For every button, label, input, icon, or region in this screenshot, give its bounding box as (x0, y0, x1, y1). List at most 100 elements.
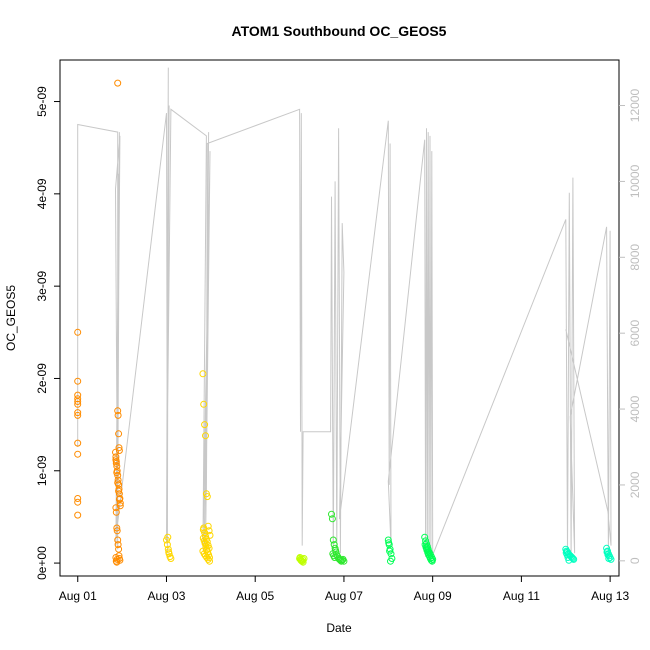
data-point (112, 456, 120, 464)
altitude-line-layer (77, 67, 612, 558)
data-point (164, 545, 172, 553)
data-point (115, 444, 123, 452)
data-point (113, 558, 121, 566)
data-point (340, 557, 348, 565)
data-point (204, 555, 212, 563)
data-point (427, 556, 435, 564)
data-point (165, 548, 173, 556)
data-point (202, 490, 210, 498)
x-tick-label: Aug 01 (59, 589, 97, 603)
data-point (206, 557, 213, 565)
data-point (114, 541, 122, 549)
data-point (337, 557, 345, 565)
data-point (112, 508, 120, 516)
data-point (328, 515, 336, 523)
data-point (113, 555, 121, 563)
data-point (115, 447, 123, 454)
data-point (384, 536, 392, 544)
data-point (199, 526, 207, 534)
data-point (164, 533, 172, 541)
data-point (386, 547, 394, 555)
data-point (163, 541, 171, 549)
data-point (299, 558, 307, 566)
data-point (74, 511, 82, 519)
data-point (74, 439, 82, 447)
x-tick-label: Aug 09 (414, 589, 452, 603)
data-point (202, 432, 209, 440)
data-point (385, 539, 393, 547)
altitude-series-line (77, 67, 612, 558)
y-tick-label: 1e-09 (35, 455, 49, 486)
data-point (332, 546, 339, 554)
y-tick-label: 0e+00 (35, 546, 49, 580)
data-point (604, 551, 612, 559)
data-point (115, 430, 123, 438)
data-point (201, 539, 209, 547)
y-axis-left: 0e+00 1e-09 2e-09 3e-09 4e-09 5e-09 (35, 86, 60, 580)
data-point (426, 550, 434, 558)
data-point (74, 498, 82, 506)
x-axis: Aug 01 Aug 03 Aug 05 Aug 07 Aug 09 Aug 11 Aug … (59, 575, 629, 603)
data-point (74, 450, 82, 458)
y-tick-label: 5e-09 (35, 86, 49, 117)
data-point (74, 409, 82, 417)
y-right-tick-label: 2000 (628, 471, 642, 498)
data-point (114, 411, 122, 419)
data-point (114, 536, 122, 544)
data-point (74, 398, 82, 405)
data-point (299, 555, 307, 563)
data-point (74, 400, 82, 408)
data-point (112, 459, 120, 467)
data-point (114, 407, 122, 415)
data-point (387, 557, 394, 565)
data-point (74, 328, 82, 336)
data-point (331, 554, 339, 561)
data-point (200, 400, 208, 408)
x-tick-label: Aug 07 (325, 589, 363, 603)
data-point (74, 495, 82, 502)
data-point (112, 453, 120, 461)
y-right-tick-label: 6000 (628, 320, 642, 347)
x-tick-label: Aug 13 (591, 589, 629, 603)
data-point (204, 522, 212, 530)
x-tick-label: Aug 11 (503, 589, 540, 603)
data-point (114, 476, 122, 484)
y-tick-label: 4e-09 (35, 178, 49, 209)
data-point (199, 370, 207, 378)
data-point (201, 421, 209, 429)
data-point (116, 502, 124, 510)
data-point (202, 546, 210, 554)
data-point (115, 545, 123, 553)
data-point (112, 504, 120, 512)
data-point (206, 554, 213, 561)
x-tick-label: Aug 05 (236, 589, 274, 603)
data-point (329, 536, 337, 544)
y-right-tick-label: 0 (628, 557, 642, 564)
y-tick-label: 3e-09 (35, 270, 49, 301)
data-point (113, 524, 121, 532)
data-point (206, 531, 214, 539)
data-point (74, 411, 82, 419)
data-point (116, 499, 124, 507)
chart-title: ATOM1 Southbound OC_GEOS5 (232, 23, 447, 39)
data-point (167, 555, 175, 562)
x-axis-label: Date (326, 621, 352, 635)
x-tick-label: Aug 03 (147, 589, 185, 603)
data-point (112, 448, 119, 456)
data-point (605, 555, 613, 562)
y-right-tick-label: 12000 (628, 89, 642, 123)
data-point (115, 495, 123, 503)
data-point (328, 510, 335, 518)
data-point (203, 493, 211, 501)
y-right-tick-label: 10000 (628, 164, 642, 198)
data-point (114, 79, 122, 87)
data-point (113, 469, 121, 477)
y-right-tick-label: 8000 (628, 244, 642, 271)
points-layer (74, 79, 615, 566)
data-point (74, 377, 82, 385)
data-point (113, 527, 121, 535)
data-point (114, 479, 122, 487)
data-point (428, 557, 436, 565)
data-point (112, 554, 120, 561)
